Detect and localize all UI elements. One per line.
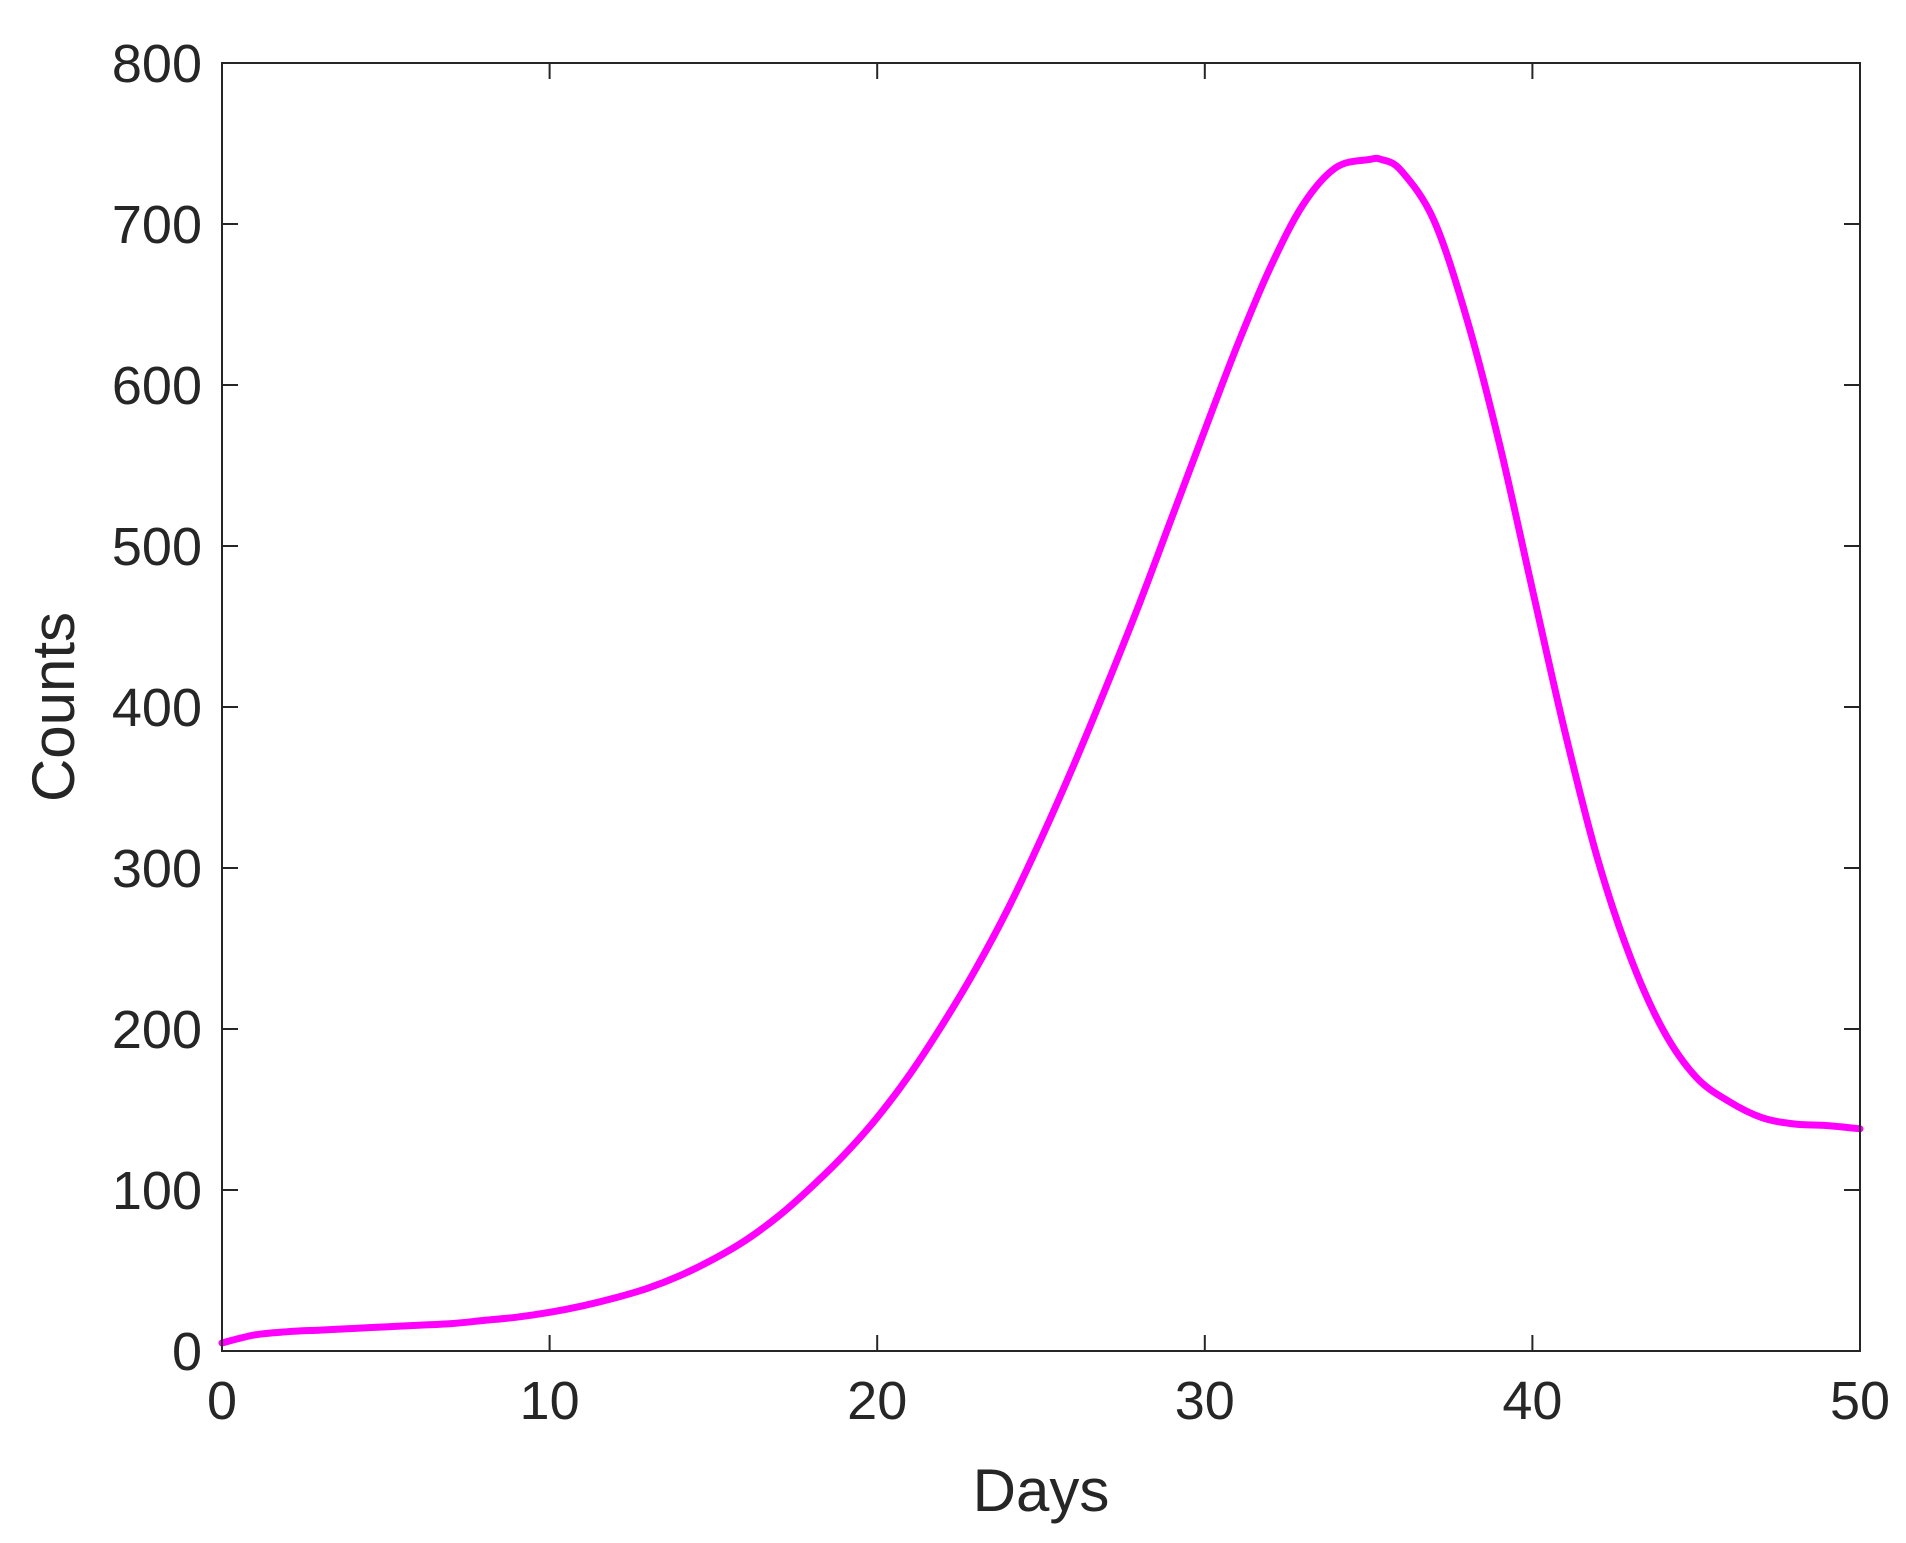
y-tick-label: 600 [112, 356, 202, 416]
y-axis-title: Counts [20, 612, 87, 802]
series-line [218, 154, 1864, 1347]
y-tick-label: 800 [112, 34, 202, 94]
x-axis-title: Days [973, 1457, 1110, 1524]
y-tick-label: 300 [112, 839, 202, 899]
y-tick-label: 400 [112, 678, 202, 738]
y-tick-label: 100 [112, 1161, 202, 1221]
y-tick-label: 500 [112, 517, 202, 577]
x-tick-label: 50 [1830, 1371, 1890, 1431]
x-tick-label: 0 [207, 1371, 237, 1431]
y-tick-label: 200 [112, 1000, 202, 1060]
x-tick-label: 20 [847, 1371, 907, 1431]
x-tick-label: 10 [520, 1371, 580, 1431]
series-layer [218, 154, 1864, 1347]
plot-area-frame [221, 62, 1861, 1352]
x-tick-label: 40 [1502, 1371, 1562, 1431]
y-tick-label: 700 [112, 195, 202, 255]
y-tick-label: 0 [172, 1322, 202, 1382]
x-tick-label: 30 [1175, 1371, 1235, 1431]
